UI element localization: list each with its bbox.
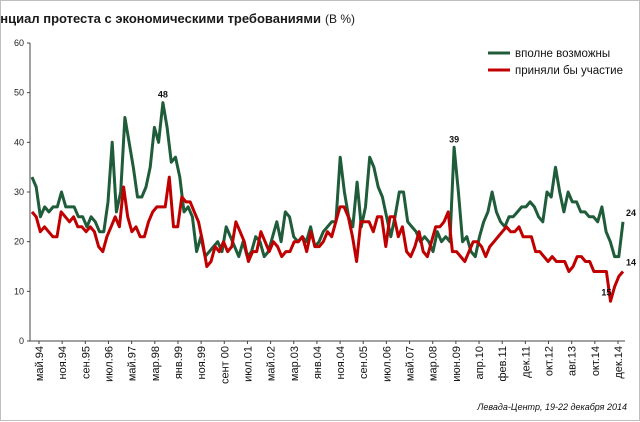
x-tick-label: ноя.94 [57, 346, 69, 379]
data-label: 39 [449, 134, 459, 144]
chart-title: Потенциал протеста с экономическими треб… [1, 11, 321, 26]
y-tick-label: 60 [14, 38, 24, 48]
x-tick-label: мар.98 [150, 346, 162, 381]
legend: вполне возможны приняли бы участие [488, 48, 623, 77]
y-tick-label: 0 [19, 336, 24, 346]
series-line-1 [30, 175, 625, 303]
x-tick-label: ноя.99 [196, 346, 208, 379]
x-tick-label: мар.08 [428, 346, 440, 381]
x-tick-label: июл.06 [381, 346, 393, 382]
x-tick-label: янв.04 [312, 346, 324, 379]
x-tick-label: дек.14 [613, 346, 625, 379]
x-tick-label: мар.03 [289, 346, 301, 381]
x-tick-label: янв.99 [173, 346, 185, 379]
x-tick-label: сен.05 [358, 346, 370, 379]
annotation-layer: 48 39 24 15 14 [158, 90, 636, 298]
legend-label-vpolne: вполне возможны [515, 48, 610, 60]
x-tick-label: окт.14 [590, 346, 602, 376]
x-tick-label: июл.96 [103, 346, 115, 382]
series-line-0 [30, 101, 625, 259]
x-tick-label: май.02 [266, 346, 278, 381]
x-axis: май.94 ноя.94 сен.95 июл.96 май.97 мар.98 янв.… [30, 340, 625, 384]
y-tick-label: 10 [14, 286, 24, 296]
x-tick-label: сент 00 [219, 346, 231, 384]
x-tick-label: авг.13 [567, 346, 579, 376]
data-label: 14 [626, 257, 636, 267]
x-tick-label: апр.10 [474, 346, 486, 379]
x-tick-label: сен.95 [80, 346, 92, 379]
x-tick-label: дек.11 [520, 346, 532, 378]
y-tick-label: 30 [14, 187, 24, 197]
x-tick-label: окт.12 [544, 346, 556, 376]
x-tick-label: май.97 [127, 346, 139, 381]
legend-label-prinyali: приняли бы участие [515, 65, 623, 77]
x-tick-label: июл.01 [242, 346, 254, 382]
x-tick-label: ноя.04 [335, 346, 347, 379]
data-label: 24 [626, 208, 636, 218]
data-label: 48 [158, 90, 168, 100]
y-tick-label: 50 [14, 88, 24, 98]
chart-subtitle: (В %) [325, 12, 355, 26]
x-tick-label: фев.11 [497, 346, 509, 382]
y-tick-label: 40 [14, 137, 24, 147]
x-tick-label: май.07 [405, 346, 417, 381]
x-tick-label: май.94 [34, 346, 46, 381]
source-note: Левада-Центр, 19-22 декабря 2014 [476, 402, 627, 412]
y-tick-label: 20 [14, 237, 24, 247]
y-axis: 0 10 20 30 40 50 60 [14, 38, 31, 346]
series-layer [30, 101, 625, 303]
x-tick-label: июн.09 [451, 346, 463, 382]
data-label: 15 [601, 287, 611, 297]
